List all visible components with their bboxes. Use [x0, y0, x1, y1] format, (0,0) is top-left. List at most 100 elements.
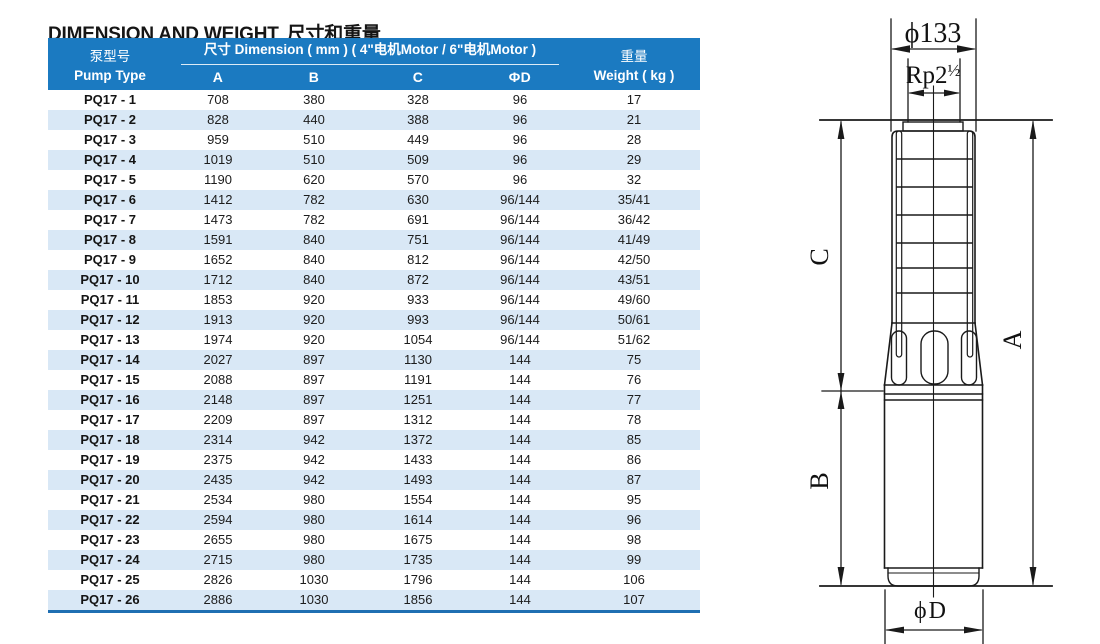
table-row: PQ17 - 2 828 440 388 96 21	[48, 110, 700, 130]
label-thread: Rp2½	[906, 61, 961, 89]
cell-weight: 21	[626, 112, 642, 127]
cell-dim-a: 2594	[203, 512, 233, 527]
cell-dim-b: 980	[303, 492, 325, 507]
cell-dim-phid: 96/144	[500, 292, 540, 307]
cell-dim-a: 1913	[203, 312, 233, 327]
cell-dim-c: 509	[407, 152, 429, 167]
cell-pump-type: PQ17 - 11	[80, 292, 140, 307]
cell-pump-type: PQ17 - 5	[83, 172, 137, 187]
cell-dim-b: 920	[303, 292, 325, 307]
cell-weight: 41/49	[617, 232, 651, 247]
cell-weight: 28	[626, 132, 642, 147]
cell-weight: 43/51	[617, 272, 651, 287]
cell-dim-c: 872	[407, 272, 429, 287]
cell-dim-c: 1493	[403, 472, 433, 487]
cell-dim-c: 630	[407, 192, 429, 207]
cell-weight: 51/62	[617, 332, 651, 347]
table-row: PQ17 - 12 1913 920 993 96/144 50/61	[48, 310, 700, 330]
cell-dim-a: 2534	[203, 492, 233, 507]
dimension-weight-table: 泵型号 Pump Type 尺寸 Dimension ( mm ) ( 4"电机…	[48, 38, 700, 613]
cell-pump-type: PQ17 - 1	[83, 92, 137, 107]
header-weight-en: Weight ( kg )	[593, 68, 675, 83]
cell-dim-a: 2027	[203, 352, 233, 367]
cell-dim-c: 388	[407, 112, 429, 127]
cell-dim-b: 980	[303, 532, 325, 547]
cell-dim-b: 440	[303, 112, 325, 127]
cell-dim-phid: 96	[512, 172, 528, 187]
cell-weight: 35/41	[617, 192, 651, 207]
cell-dim-c: 1130	[404, 352, 432, 367]
cell-dim-b: 1030	[299, 572, 329, 587]
table-row: PQ17 - 18 2314 942 1372 144 85	[48, 430, 700, 450]
cell-pump-type: PQ17 - 12	[80, 312, 140, 327]
cell-dim-phid: 144	[509, 392, 531, 407]
cell-dim-c: 1675	[403, 532, 433, 547]
cell-dim-b: 980	[303, 552, 325, 567]
table-row: PQ17 - 4 1019 510 509 96 29	[48, 150, 700, 170]
dim-thread	[907, 58, 961, 123]
cell-dim-b: 897	[303, 372, 325, 387]
cell-dim-phid: 144	[509, 472, 531, 487]
label-dim-c: C	[805, 248, 834, 265]
table-row: PQ17 - 8 1591 840 751 96/144 41/49	[48, 230, 700, 250]
cell-weight: 99	[626, 552, 642, 567]
cell-dim-a: 1019	[203, 152, 233, 167]
cell-dim-c: 751	[407, 232, 429, 247]
cell-weight: 85	[626, 432, 642, 447]
cell-weight: 76	[626, 372, 642, 387]
cell-pump-type: PQ17 - 3	[83, 132, 137, 147]
cell-dim-phid: 96/144	[500, 272, 540, 287]
header-pump-type-en: Pump Type	[74, 68, 146, 83]
cell-dim-c: 691	[407, 212, 429, 227]
cell-pump-type: PQ17 - 24	[80, 552, 140, 567]
cell-dim-phid: 144	[509, 432, 531, 447]
cell-dim-b: 840	[303, 232, 325, 247]
table-row: PQ17 - 23 2655 980 1675 144 98	[48, 530, 700, 550]
cell-dim-b: 942	[303, 472, 325, 487]
cell-dim-a: 2314	[203, 432, 233, 447]
cell-dim-c: 1054	[403, 332, 433, 347]
table-row: PQ17 - 26 2886 1030 1856 144 107	[48, 590, 700, 610]
cell-dim-c: 1251	[403, 392, 433, 407]
table-row: PQ17 - 21 2534 980 1554 144 95	[48, 490, 700, 510]
cell-dim-phid: 144	[509, 452, 531, 467]
cell-weight: 36/42	[617, 212, 651, 227]
cell-pump-type: PQ17 - 22	[80, 512, 140, 527]
cell-dim-b: 942	[303, 452, 325, 467]
cell-dim-phid: 96	[512, 152, 528, 167]
table-row: PQ17 - 1 708 380 328 96 17	[48, 90, 700, 110]
cell-dim-c: 993	[407, 312, 429, 327]
cell-weight: 86	[626, 452, 642, 467]
cell-dim-c: 570	[407, 172, 429, 187]
table-row: PQ17 - 20 2435 942 1493 144 87	[48, 470, 700, 490]
cell-dim-a: 1190	[204, 172, 232, 187]
table-row: PQ17 - 16 2148 897 1251 144 77	[48, 390, 700, 410]
label-top-diameter: ϕ133	[905, 18, 962, 49]
header-pump-type: 泵型号 Pump Type	[48, 38, 172, 90]
cell-dim-phid: 96/144	[500, 332, 540, 347]
cell-dim-b: 942	[303, 432, 325, 447]
cell-dim-c: 933	[407, 292, 429, 307]
cell-dim-b: 782	[303, 212, 325, 227]
cell-dim-phid: 144	[509, 572, 531, 587]
cell-dim-b: 840	[303, 252, 325, 267]
table-row: PQ17 - 13 1974 920 1054 96/144 51/62	[48, 330, 700, 350]
cell-dim-phid: 96/144	[500, 192, 540, 207]
cell-dim-c: 1796	[403, 572, 433, 587]
cell-dim-phid: 96/144	[500, 252, 540, 267]
header-dimension-label: 尺寸 Dimension ( mm ) ( 4"电机Motor / 6"电机Mo…	[181, 38, 559, 65]
cell-pump-type: PQ17 - 4	[83, 152, 137, 167]
cell-dim-b: 620	[303, 172, 325, 187]
header-pump-type-zh: 泵型号	[89, 49, 131, 64]
cell-dim-phid: 96	[512, 132, 528, 147]
cell-dim-phid: 96/144	[500, 212, 540, 227]
cell-dim-phid: 96	[512, 92, 528, 107]
cell-dim-a: 708	[207, 92, 229, 107]
table-row: PQ17 - 9 1652 840 812 96/144 42/50	[48, 250, 700, 270]
table-row: PQ17 - 19 2375 942 1433 144 86	[48, 450, 700, 470]
table-row: PQ17 - 14 2027 897 1130 144 75	[48, 350, 700, 370]
cell-dim-c: 1614	[403, 512, 433, 527]
cell-pump-type: PQ17 - 13	[80, 332, 140, 347]
cell-dim-a: 1473	[203, 212, 233, 227]
